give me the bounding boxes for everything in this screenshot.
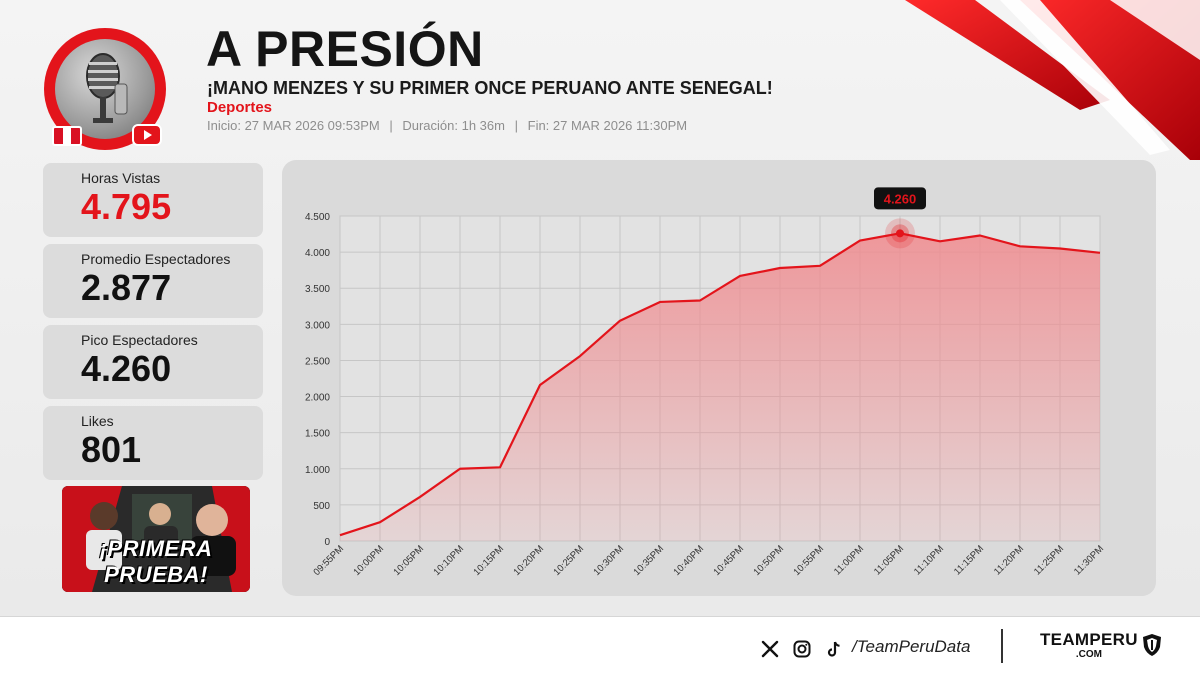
stat-value: 4.795 — [81, 186, 172, 227]
stream-subtitle: ¡MANO MENZES Y SU PRIMER ONCE PERUANO AN… — [207, 78, 773, 98]
series-line — [339, 232, 1101, 537]
thumbnail-image — [62, 486, 250, 592]
youtube-icon — [132, 124, 162, 146]
x-tick-label: 11:15PM — [952, 543, 986, 577]
meta-separator: | — [514, 118, 518, 133]
chart-card: 0 500 1.000 1.500 2.000 2.500 3.000 3.500 4.000 4… — [282, 160, 1156, 596]
microphone-icon — [55, 39, 155, 139]
x-tick-label: 10:25PM — [551, 543, 586, 578]
flag-stripe-left — [54, 128, 63, 144]
social-links — [760, 639, 844, 659]
y-tick-label: 2.500 — [305, 356, 330, 367]
footer-divider — [1001, 629, 1003, 663]
x-tick-label: 10:55PM — [791, 543, 826, 578]
stat-card-hours-watched: Horas Vistas 4.795 — [43, 163, 263, 237]
stat-value: 4.260 — [81, 348, 172, 389]
stat-card-likes: Likes 801 — [43, 406, 263, 480]
x-tick-label: 10:20PM — [511, 543, 546, 578]
x-tick-label: 10:40PM — [671, 543, 706, 578]
peak-point — [896, 229, 904, 238]
stat-label: Pico Espectadores — [81, 332, 198, 348]
footer: /TeamPeruData TEAMPERU .COM — [0, 616, 1200, 675]
x-tick-label: 10:30PM — [591, 543, 626, 578]
stat-label: Promedio Espectadores — [81, 251, 231, 267]
brand-name: TEAMPERU — [1040, 630, 1138, 649]
series-area — [340, 233, 1100, 541]
category-label: Deportes — [207, 99, 273, 116]
x-tick-label: 11:00PM — [832, 543, 866, 577]
x-tick-label: 10:50PM — [751, 543, 786, 578]
stat-value: 801 — [81, 429, 142, 470]
peru-flag-icon — [52, 126, 82, 146]
stream-meta: Inicio: 27 MAR 2026 09:53PM | Duración: … — [207, 118, 687, 133]
peak-label: 4.260 — [884, 191, 917, 206]
start-time: Inicio: 27 MAR 2026 09:53PM — [207, 118, 380, 133]
brand-logo: TEAMPERU .COM — [1040, 631, 1138, 661]
y-tick-label: 500 — [313, 501, 330, 512]
x-tick-label: 11:20PM — [992, 543, 1026, 577]
flag-stripe-right — [71, 128, 80, 144]
x-tick-label: 10:05PM — [391, 543, 426, 578]
x-tick-label: 10:15PM — [471, 543, 506, 578]
end-time: Fin: 27 MAR 2026 11:30PM — [527, 118, 688, 133]
y-tick-label: 3.500 — [305, 284, 330, 295]
x-tick-label: 11:25PM — [1032, 543, 1066, 577]
stat-label: Likes — [81, 413, 114, 429]
stat-card-average-viewers: Promedio Espectadores 2.877 — [43, 244, 263, 318]
peak-tooltip — [874, 187, 926, 210]
y-tick-label: 1.500 — [305, 429, 330, 440]
x-tick-label: 10:45PM — [711, 543, 746, 578]
y-tick-label: 2.000 — [305, 393, 330, 404]
viewers-chart: 0 500 1.000 1.500 2.000 2.500 3.000 3.500 4.000 4… — [305, 187, 1106, 578]
video-thumbnail[interactable]: ¡PRIMERA PRUEBA! — [62, 486, 250, 592]
duration: Duración: 1h 36m — [402, 118, 505, 133]
x-tick-label: 10:00PM — [351, 543, 386, 578]
thumbnail-text: ¡PRIMERA PRUEBA! — [99, 536, 213, 587]
x-tick-label: 11:05PM — [872, 543, 906, 577]
y-tick-label: 1.000 — [305, 465, 330, 476]
y-tick-label: 4.000 — [305, 248, 330, 259]
stat-card-peak-viewers: Pico Espectadores 4.260 — [43, 325, 263, 399]
x-tick-label: 11:30PM — [1072, 543, 1106, 577]
x-tick-label: 09:55PM — [311, 543, 346, 578]
stat-value: 2.877 — [81, 267, 172, 308]
x-tick-label: 10:10PM — [431, 543, 466, 578]
shield-icon — [1143, 634, 1161, 656]
y-tick-label: 4.500 — [305, 212, 330, 223]
y-tick-label: 0 — [324, 537, 330, 548]
tiktok-icon[interactable] — [824, 639, 844, 659]
x-tick-label: 10:35PM — [631, 543, 666, 578]
x-icon[interactable] — [760, 639, 780, 659]
flag-stripe-center — [62, 128, 72, 144]
meta-separator: | — [389, 118, 393, 133]
instagram-icon[interactable] — [792, 639, 812, 659]
x-tick-label: 11:10PM — [912, 543, 946, 577]
y-tick-label: 3.000 — [305, 320, 330, 331]
page-title: A PRESIÓN — [206, 21, 484, 77]
social-handle[interactable]: /TeamPeruData — [852, 637, 971, 656]
brand-domain: .COM — [1075, 649, 1102, 660]
stat-label: Horas Vistas — [81, 170, 161, 186]
